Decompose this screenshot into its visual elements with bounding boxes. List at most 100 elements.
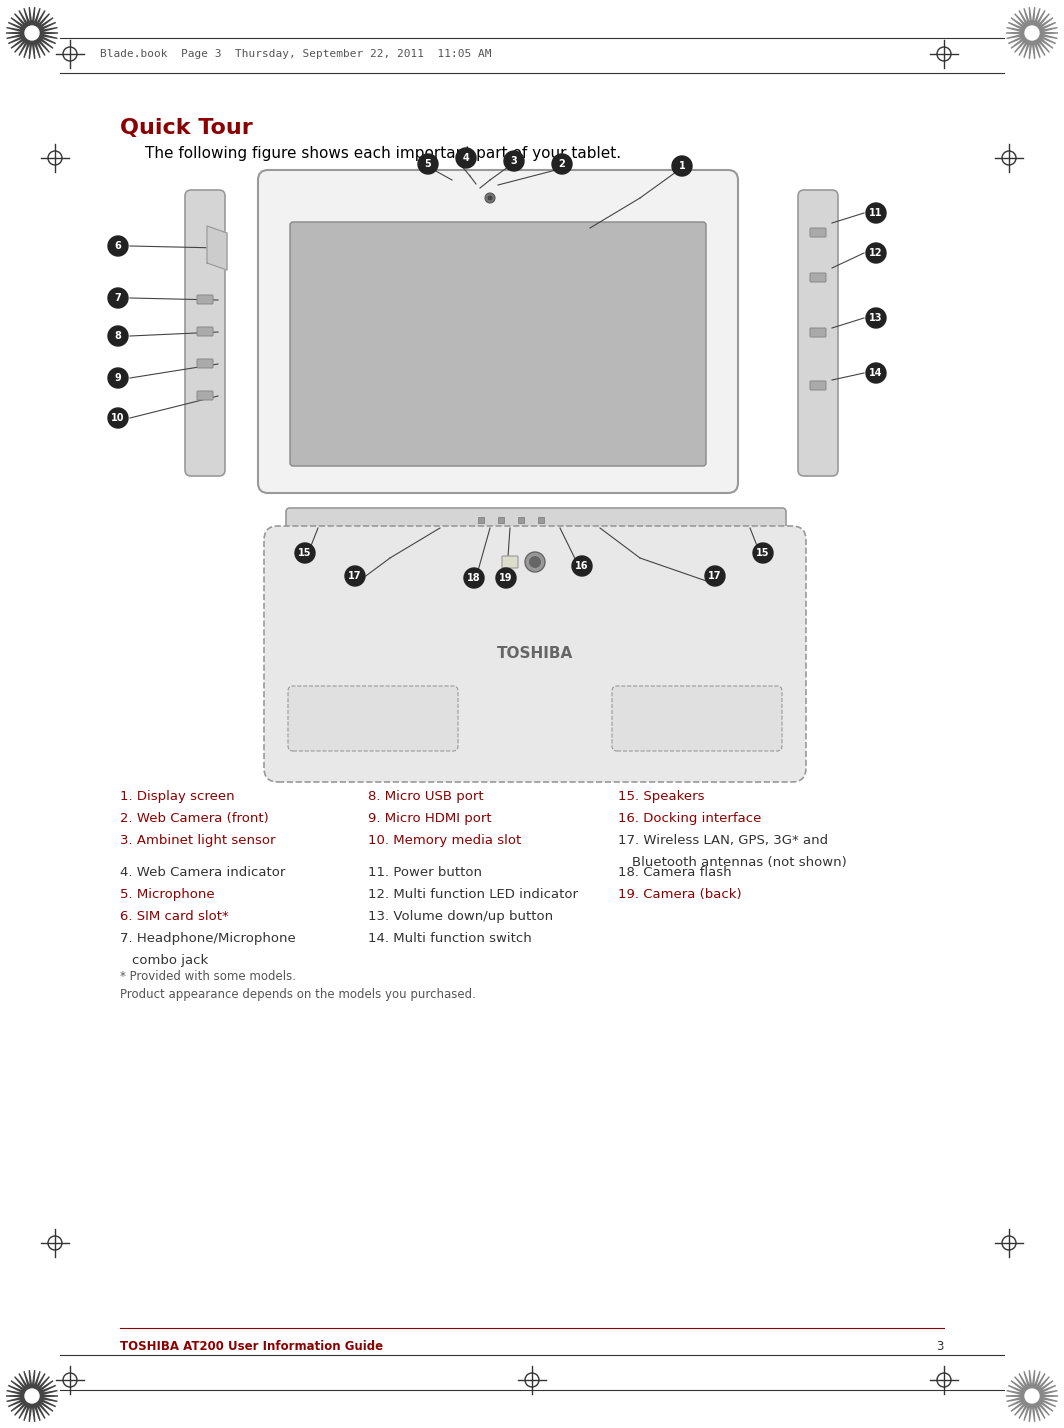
Text: 8: 8 [115,331,121,341]
FancyBboxPatch shape [810,228,826,237]
Circle shape [24,26,39,40]
Circle shape [705,565,725,585]
FancyBboxPatch shape [798,190,838,476]
Text: 18: 18 [467,573,481,583]
Circle shape [295,543,315,563]
FancyBboxPatch shape [810,273,826,281]
Text: 4: 4 [463,153,469,163]
Text: 8. Micro USB port: 8. Micro USB port [368,790,484,803]
Text: 2. Web Camera (front): 2. Web Camera (front) [120,813,269,825]
Text: 9: 9 [115,373,121,383]
Circle shape [572,555,592,575]
Text: 19: 19 [499,573,513,583]
Text: Bluetooth antennas (not shown): Bluetooth antennas (not shown) [632,855,847,870]
Bar [498,517,504,523]
Text: 14: 14 [869,368,883,378]
FancyBboxPatch shape [185,190,225,476]
Circle shape [753,543,774,563]
Circle shape [496,568,516,588]
Circle shape [529,555,541,568]
Text: combo jack: combo jack [132,954,209,967]
Text: 4. Web Camera indicator: 4. Web Camera indicator [120,865,285,880]
Circle shape [504,151,523,171]
Text: 3: 3 [936,1339,944,1352]
Text: 13. Volume down/up button: 13. Volume down/up button [368,910,553,922]
FancyBboxPatch shape [257,170,738,493]
Circle shape [866,203,886,223]
Text: 14. Multi function switch: 14. Multi function switch [368,932,532,945]
Text: 13: 13 [869,313,883,323]
Circle shape [525,553,545,573]
Text: 17: 17 [709,571,721,581]
Polygon shape [6,1369,59,1422]
Circle shape [109,368,128,388]
Text: * Provided with some models.: * Provided with some models. [120,970,296,982]
Polygon shape [6,7,59,59]
Polygon shape [1005,7,1058,59]
Text: 1: 1 [679,161,685,171]
Text: 15: 15 [757,548,769,558]
Text: 5. Microphone: 5. Microphone [120,888,215,901]
Text: 18. Camera flash: 18. Camera flash [618,865,732,880]
FancyBboxPatch shape [197,327,213,336]
Text: 16. Docking interface: 16. Docking interface [618,813,762,825]
Text: 15: 15 [298,548,312,558]
Text: 15. Speakers: 15. Speakers [618,790,704,803]
FancyBboxPatch shape [197,296,213,304]
Text: 10: 10 [112,413,124,423]
Circle shape [345,565,365,585]
Text: 6. SIM card slot*: 6. SIM card slot* [120,910,229,922]
FancyBboxPatch shape [286,508,786,533]
Text: 6: 6 [115,241,121,251]
Circle shape [464,568,484,588]
Circle shape [24,1389,39,1402]
FancyBboxPatch shape [197,391,213,400]
Polygon shape [207,226,227,270]
Text: 17: 17 [348,571,362,581]
Circle shape [456,149,476,169]
FancyBboxPatch shape [810,328,826,337]
Circle shape [552,154,572,174]
Text: 7. Headphone/Microphone: 7. Headphone/Microphone [120,932,296,945]
Polygon shape [1005,1369,1058,1422]
Circle shape [1025,1389,1040,1402]
Text: Blade.book  Page 3  Thursday, September 22, 2011  11:05 AM: Blade.book Page 3 Thursday, September 22… [100,49,492,59]
Text: 11: 11 [869,208,883,218]
Text: 1. Display screen: 1. Display screen [120,790,235,803]
FancyBboxPatch shape [197,358,213,368]
Circle shape [109,288,128,308]
Text: 12. Multi function LED indicator: 12. Multi function LED indicator [368,888,578,901]
FancyBboxPatch shape [612,685,782,751]
Text: The following figure shows each important part of your tablet.: The following figure shows each importan… [145,146,621,161]
Circle shape [109,408,128,428]
Text: 19. Camera (back): 19. Camera (back) [618,888,742,901]
Circle shape [109,326,128,346]
Circle shape [485,193,495,203]
Bar [518,517,523,523]
Text: TOSHIBA: TOSHIBA [497,645,573,661]
FancyBboxPatch shape [264,526,807,783]
FancyBboxPatch shape [290,221,706,466]
Text: 12: 12 [869,248,883,258]
Circle shape [487,196,493,200]
Circle shape [866,243,886,263]
Text: 7: 7 [115,293,121,303]
Text: 17. Wireless LAN, GPS, 3G* and: 17. Wireless LAN, GPS, 3G* and [618,834,828,847]
Text: 10. Memory media slot: 10. Memory media slot [368,834,521,847]
FancyBboxPatch shape [502,555,518,568]
Circle shape [866,363,886,383]
Text: 3. Ambinet light sensor: 3. Ambinet light sensor [120,834,276,847]
Circle shape [866,308,886,328]
FancyBboxPatch shape [810,381,826,390]
Circle shape [1025,26,1040,40]
Text: 2: 2 [559,159,565,169]
Text: TOSHIBA AT200 User Information Guide: TOSHIBA AT200 User Information Guide [120,1339,383,1352]
Bar [478,517,484,523]
Text: Product appearance depends on the models you purchased.: Product appearance depends on the models… [120,988,476,1001]
Text: 9. Micro HDMI port: 9. Micro HDMI port [368,813,492,825]
Text: 5: 5 [425,159,431,169]
Text: 16: 16 [576,561,588,571]
Circle shape [109,236,128,256]
Text: 3: 3 [511,156,517,166]
Circle shape [672,156,692,176]
